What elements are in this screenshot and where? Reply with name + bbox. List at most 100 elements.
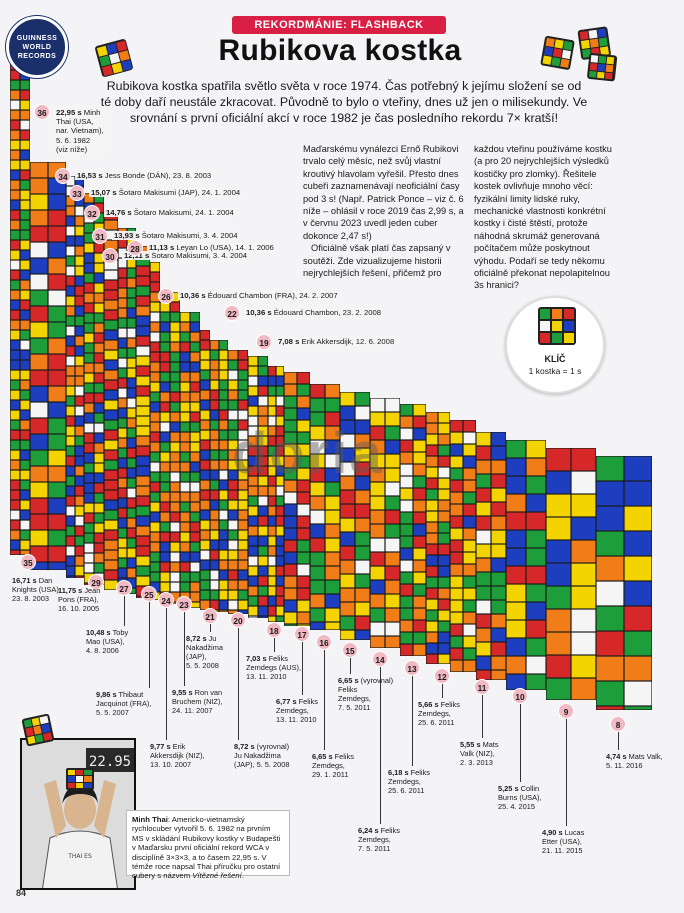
cube-sticker	[180, 462, 190, 472]
cube-sticker	[10, 350, 20, 360]
cube-sticker	[30, 210, 48, 226]
record-detail: Burns (USA),	[498, 793, 542, 802]
cube-sticker	[238, 520, 248, 530]
cube-sticker	[190, 392, 200, 402]
cube-sticker	[200, 480, 210, 490]
cube-sticker	[10, 80, 20, 90]
cube-sticker	[150, 562, 160, 572]
cube-sticker	[150, 572, 160, 582]
cube-sticker	[75, 376, 84, 386]
record-label: 16,71 s Dan Knights (USA), 23. 8. 2003	[12, 576, 61, 603]
cube-sticker	[48, 226, 66, 242]
cube-sticker	[170, 572, 180, 582]
cube-sticker	[20, 160, 30, 170]
cube-sticker	[20, 100, 30, 110]
cube-sticker	[20, 500, 30, 510]
cube-sticker	[219, 490, 228, 500]
cube-sticker	[413, 572, 426, 584]
leader-line	[149, 602, 150, 688]
cube-sticker	[190, 492, 200, 502]
cube-sticker	[476, 516, 491, 530]
record-label: 9,86 s Thibaut Jacquinot (FRA), 5. 5. 2007	[96, 690, 151, 717]
cube-sticker	[310, 398, 325, 412]
cube-sticker	[413, 512, 426, 524]
cube-sticker	[491, 544, 506, 558]
cube-sticker	[170, 352, 180, 362]
cube-sticker	[297, 480, 310, 492]
cube-sticker	[127, 358, 136, 368]
cube-sticker	[491, 530, 506, 544]
cube-sticker	[400, 512, 413, 524]
cube-sticker	[450, 420, 463, 432]
record-time: 7,03 s	[246, 654, 267, 663]
cube-sticker	[310, 580, 325, 594]
cube-sticker	[491, 642, 506, 656]
cube-sticker	[84, 293, 94, 303]
cube-sticker	[136, 526, 150, 536]
record-label: 11,13 s Leyan Lo (USA), 14. 1. 2006	[147, 243, 276, 253]
cube-sticker	[10, 280, 20, 290]
cube-sticker	[325, 482, 340, 496]
cube-sticker	[48, 274, 66, 290]
cube-sticker	[438, 654, 450, 664]
cube-sticker	[355, 420, 370, 434]
cube-sticker	[310, 496, 325, 510]
chart-bar	[268, 366, 284, 622]
cube-sticker	[10, 250, 20, 260]
cube-sticker	[180, 412, 190, 422]
cube-sticker	[136, 386, 150, 396]
cube-sticker	[150, 372, 160, 382]
cube-sticker	[340, 476, 355, 490]
cube-sticker	[248, 376, 258, 386]
cube-sticker	[325, 426, 340, 440]
cube-sticker	[426, 467, 438, 478]
cube-sticker	[118, 238, 127, 248]
cube-sticker	[20, 180, 30, 190]
cube-sticker	[75, 236, 84, 246]
cube-sticker	[48, 242, 66, 258]
record-time: 5,55 s	[460, 740, 481, 749]
cube-sticker	[200, 450, 210, 460]
cube-sticker	[20, 260, 30, 270]
cube-sticker	[190, 592, 200, 602]
cube-sticker	[66, 406, 75, 416]
cube-sticker	[506, 656, 526, 674]
cube-sticker	[426, 412, 438, 423]
cube-sticker	[400, 428, 413, 440]
cube-sticker	[268, 376, 276, 386]
cube-sticker	[30, 498, 48, 514]
cube-sticker	[210, 450, 219, 460]
cube-sticker	[258, 516, 268, 526]
cube-sticker	[219, 610, 228, 612]
cube-sticker	[258, 556, 268, 566]
cube-sticker	[340, 574, 355, 588]
cube-sticker	[325, 468, 340, 482]
cube-sticker	[463, 444, 476, 456]
rank-marker: 23	[176, 596, 192, 612]
cube-sticker	[491, 558, 506, 572]
cube-sticker	[104, 560, 118, 570]
cube-sticker	[219, 510, 228, 520]
cube-sticker	[248, 466, 258, 476]
cube-sticker	[325, 538, 340, 552]
cube-sticker	[127, 458, 136, 468]
cube-sticker	[268, 496, 276, 506]
cube-sticker	[104, 480, 118, 490]
cube-sticker	[160, 412, 170, 422]
cube-sticker	[20, 150, 30, 160]
cube-sticker	[228, 470, 238, 480]
cube-sticker	[127, 558, 136, 568]
cube-sticker	[66, 446, 75, 456]
cube-sticker	[284, 504, 297, 516]
cube-sticker	[180, 442, 190, 452]
cube-sticker	[150, 312, 160, 322]
cube-sticker	[276, 546, 284, 556]
cube-sticker	[210, 410, 219, 420]
cube-sticker	[127, 368, 136, 378]
cube-sticker	[94, 433, 104, 443]
cube-sticker	[180, 432, 190, 442]
page-number: 84	[16, 888, 27, 898]
cube-sticker	[526, 638, 546, 656]
cube-sticker	[571, 448, 596, 471]
record-detail: 21. 11. 2015	[542, 846, 583, 855]
